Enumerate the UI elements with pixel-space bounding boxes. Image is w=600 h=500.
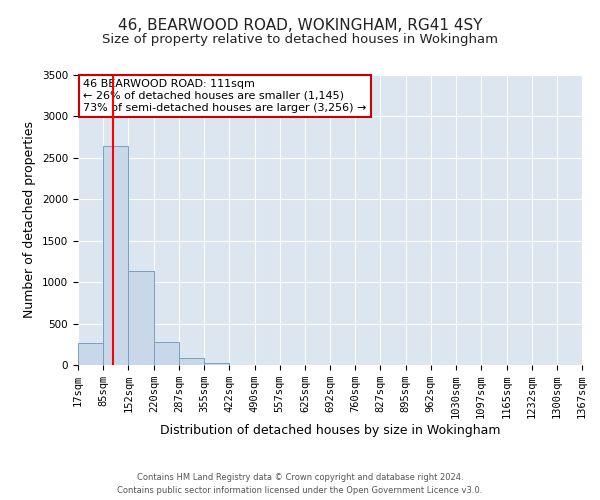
Bar (103, 146, 128, 365)
Text: Contains public sector information licensed under the Open Government Licence v3: Contains public sector information licen… (118, 486, 482, 495)
Y-axis label: Number of detached properties: Number of detached properties (23, 122, 37, 318)
Text: 46, BEARWOOD ROAD, WOKINGHAM, RG41 4SY: 46, BEARWOOD ROAD, WOKINGHAM, RG41 4SY (118, 18, 482, 32)
Text: 46 BEARWOOD ROAD: 111sqm
← 26% of detached houses are smaller (1,145)
73% of sem: 46 BEARWOOD ROAD: 111sqm ← 26% of detach… (83, 80, 367, 112)
Bar (154, 342, 179, 365)
X-axis label: Distribution of detached houses by size in Wokingham: Distribution of detached houses by size … (160, 424, 500, 437)
Bar (128, 270, 154, 365)
Text: Size of property relative to detached houses in Wokingham: Size of property relative to detached ho… (102, 32, 498, 46)
Bar (179, 358, 204, 365)
Text: Contains HM Land Registry data © Crown copyright and database right 2024.: Contains HM Land Registry data © Crown c… (137, 474, 463, 482)
Bar (204, 362, 229, 365)
Bar (78, 342, 103, 365)
